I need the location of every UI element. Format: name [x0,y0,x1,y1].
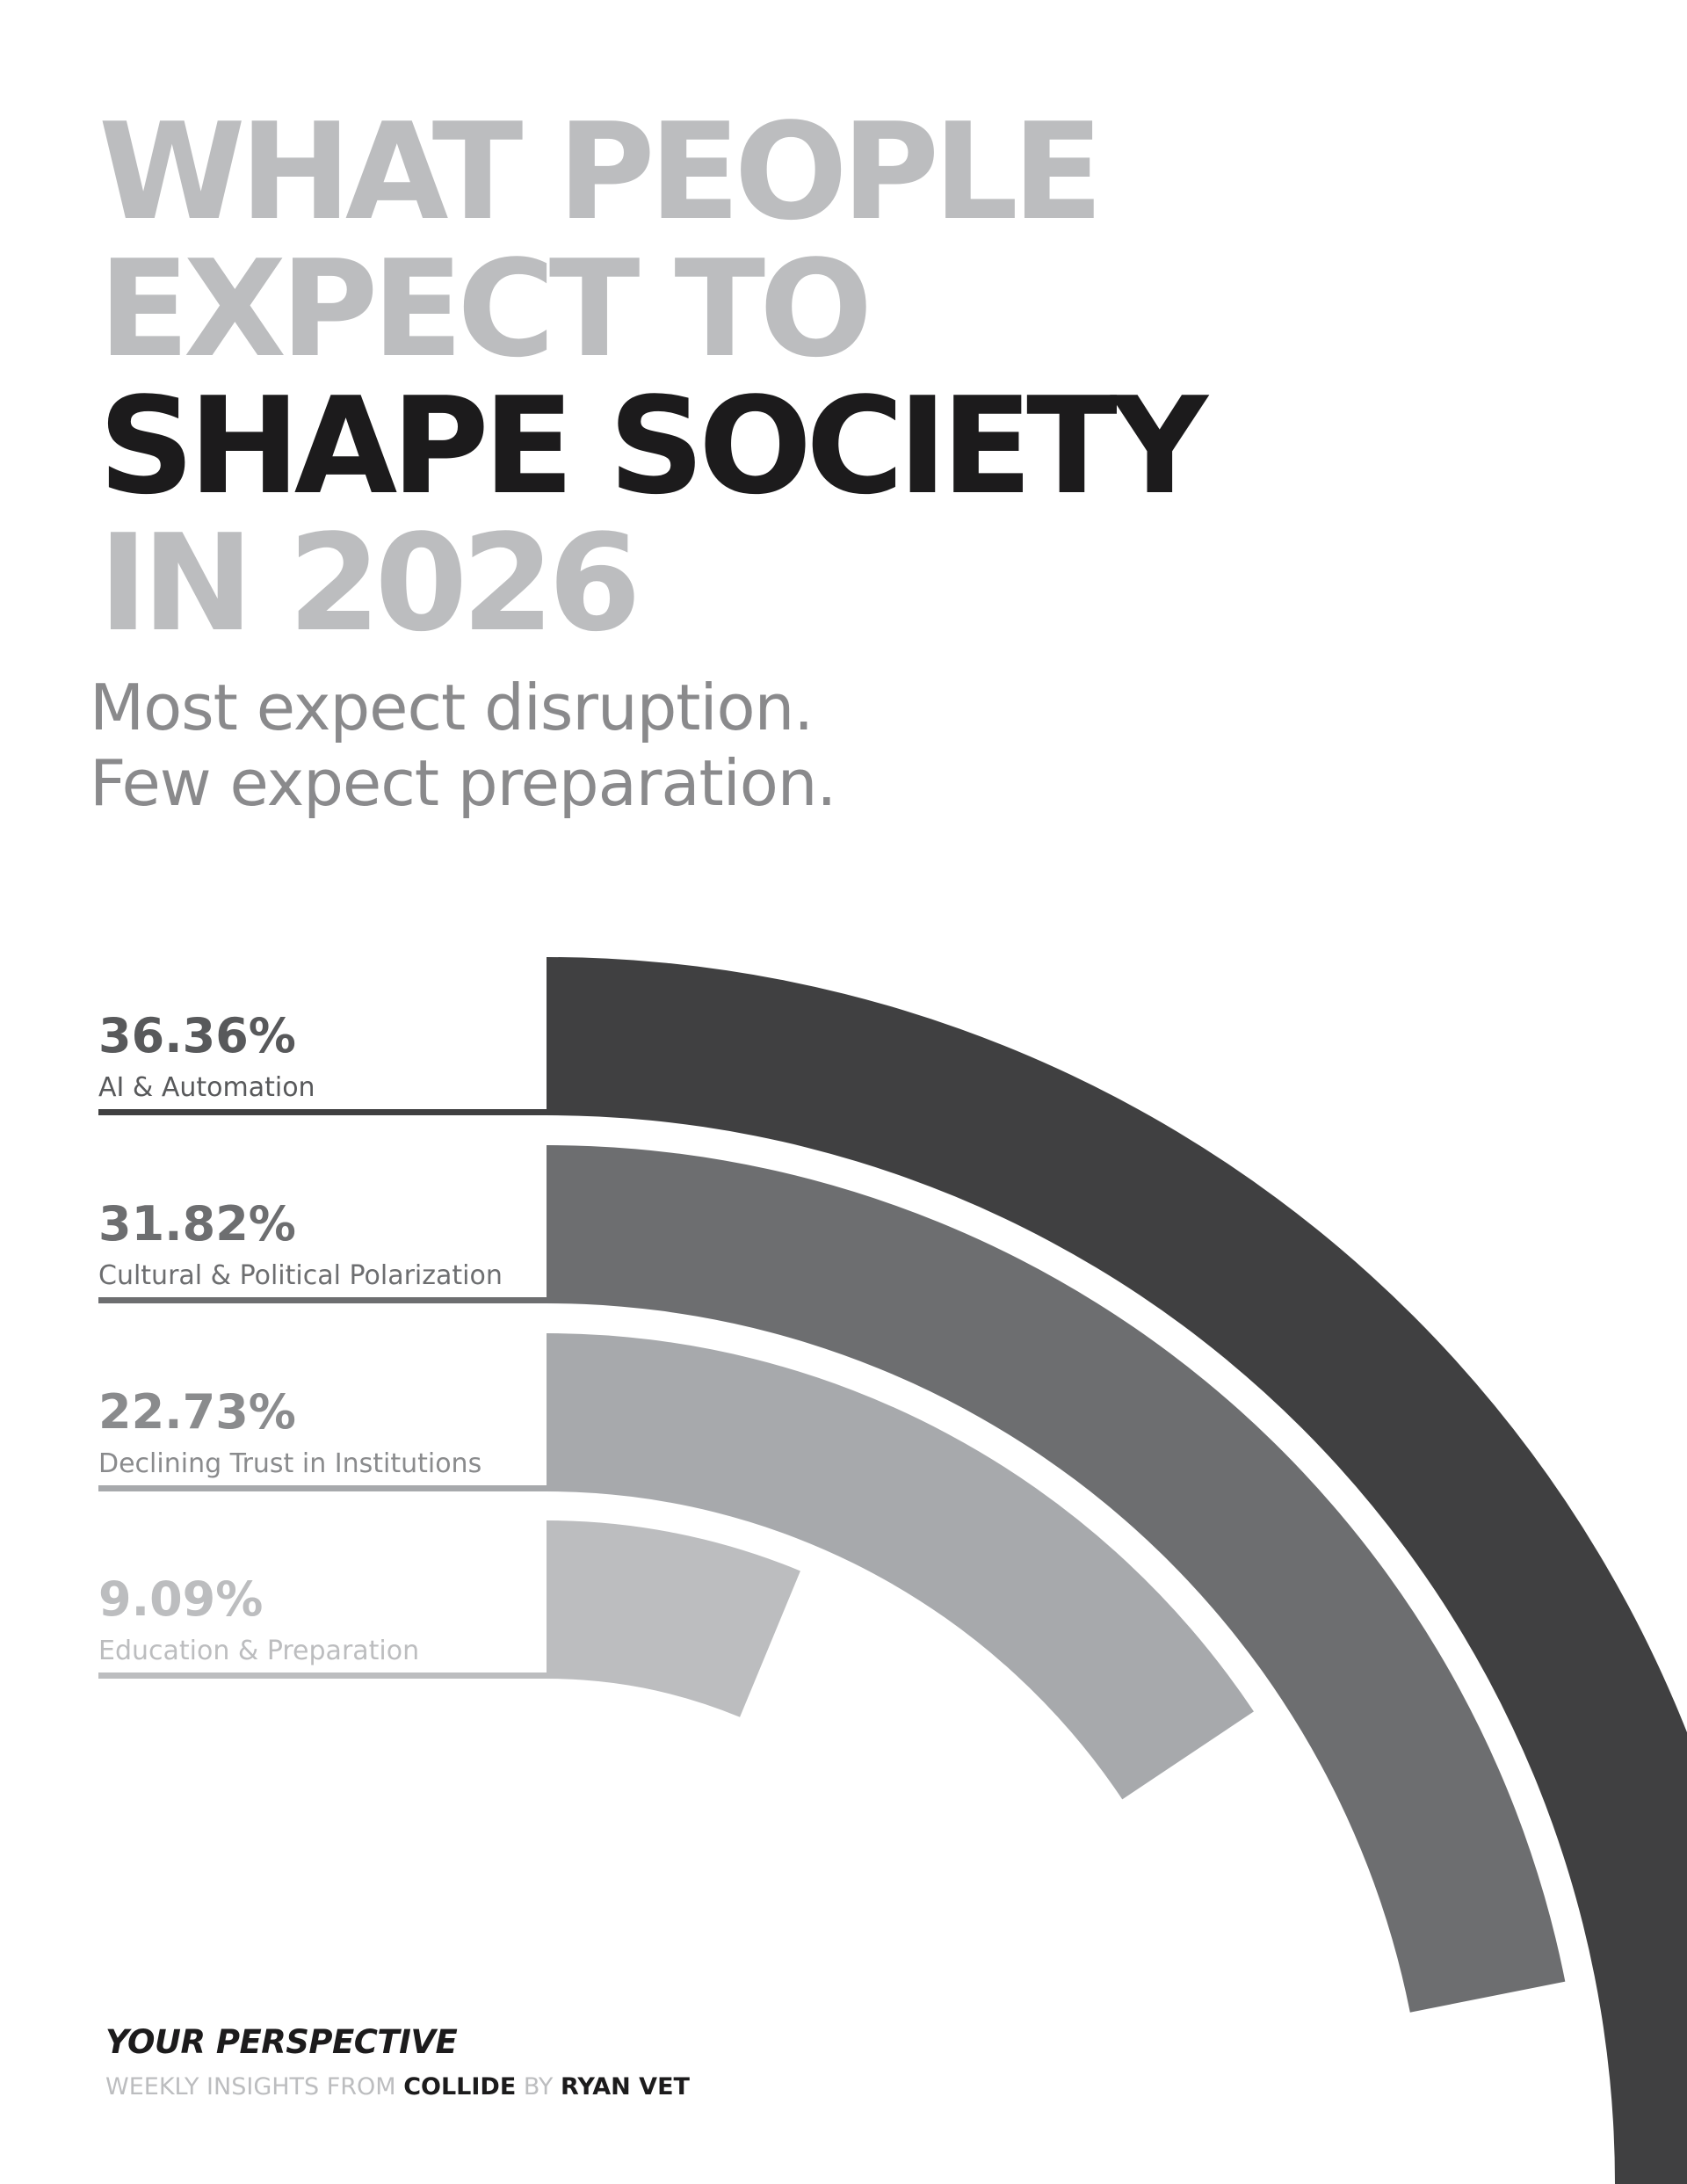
headline-line-1: WHAT PEOPLE [98,94,1104,250]
leader-line-1 [98,1109,547,1115]
arc-bar-2 [547,1145,1566,2013]
footer: YOUR PERSPECTIVE WEEKLY INSIGHTS FROM CO… [105,2023,690,2101]
category-label-1: AI & Automation [98,1072,315,1103]
category-label-2: Cultural & Political Polarization [98,1260,503,1291]
headline: WHAT PEOPLE EXPECT TO SHAPE SOCIETY IN 2… [98,94,1208,661]
footer-title: YOUR PERSPECTIVE [105,2023,458,2061]
subtitle: Most expect disruption. Few expect prepa… [90,670,836,821]
category-label-3: Declining Trust in Institutions [98,1448,481,1479]
value-label-1: 36.36% [98,1008,296,1063]
leader-line-3 [98,1485,547,1491]
headline-line-4: IN 2026 [98,505,641,661]
value-label-3: 22.73% [98,1384,296,1440]
footer-by: BY [516,2073,561,2101]
footer-author: RYAN VET [561,2073,690,2101]
value-label-2: 31.82% [98,1196,296,1252]
subtitle-line-1: Most expect disruption. [90,671,814,744]
category-label-4: Education & Preparation [98,1636,419,1666]
value-label-4: 9.09% [98,1571,263,1627]
footer-credit: WEEKLY INSIGHTS FROM COLLIDE BY RYAN VET [105,2073,690,2101]
subtitle-line-2: Few expect preparation. [90,746,836,820]
leader-line-2 [98,1297,547,1303]
arc-bar-3 [547,1333,1254,1800]
arc-bar-1 [547,957,1687,2184]
leader-line-4 [98,1672,547,1679]
headline-line-3: SHAPE SOCIETY [98,368,1208,524]
arc-bar-4 [547,1520,800,1717]
footer-prefix: WEEKLY INSIGHTS FROM [105,2073,404,2101]
headline-line-2: EXPECT TO [98,231,872,387]
footer-brand: COLLIDE [403,2073,517,2101]
